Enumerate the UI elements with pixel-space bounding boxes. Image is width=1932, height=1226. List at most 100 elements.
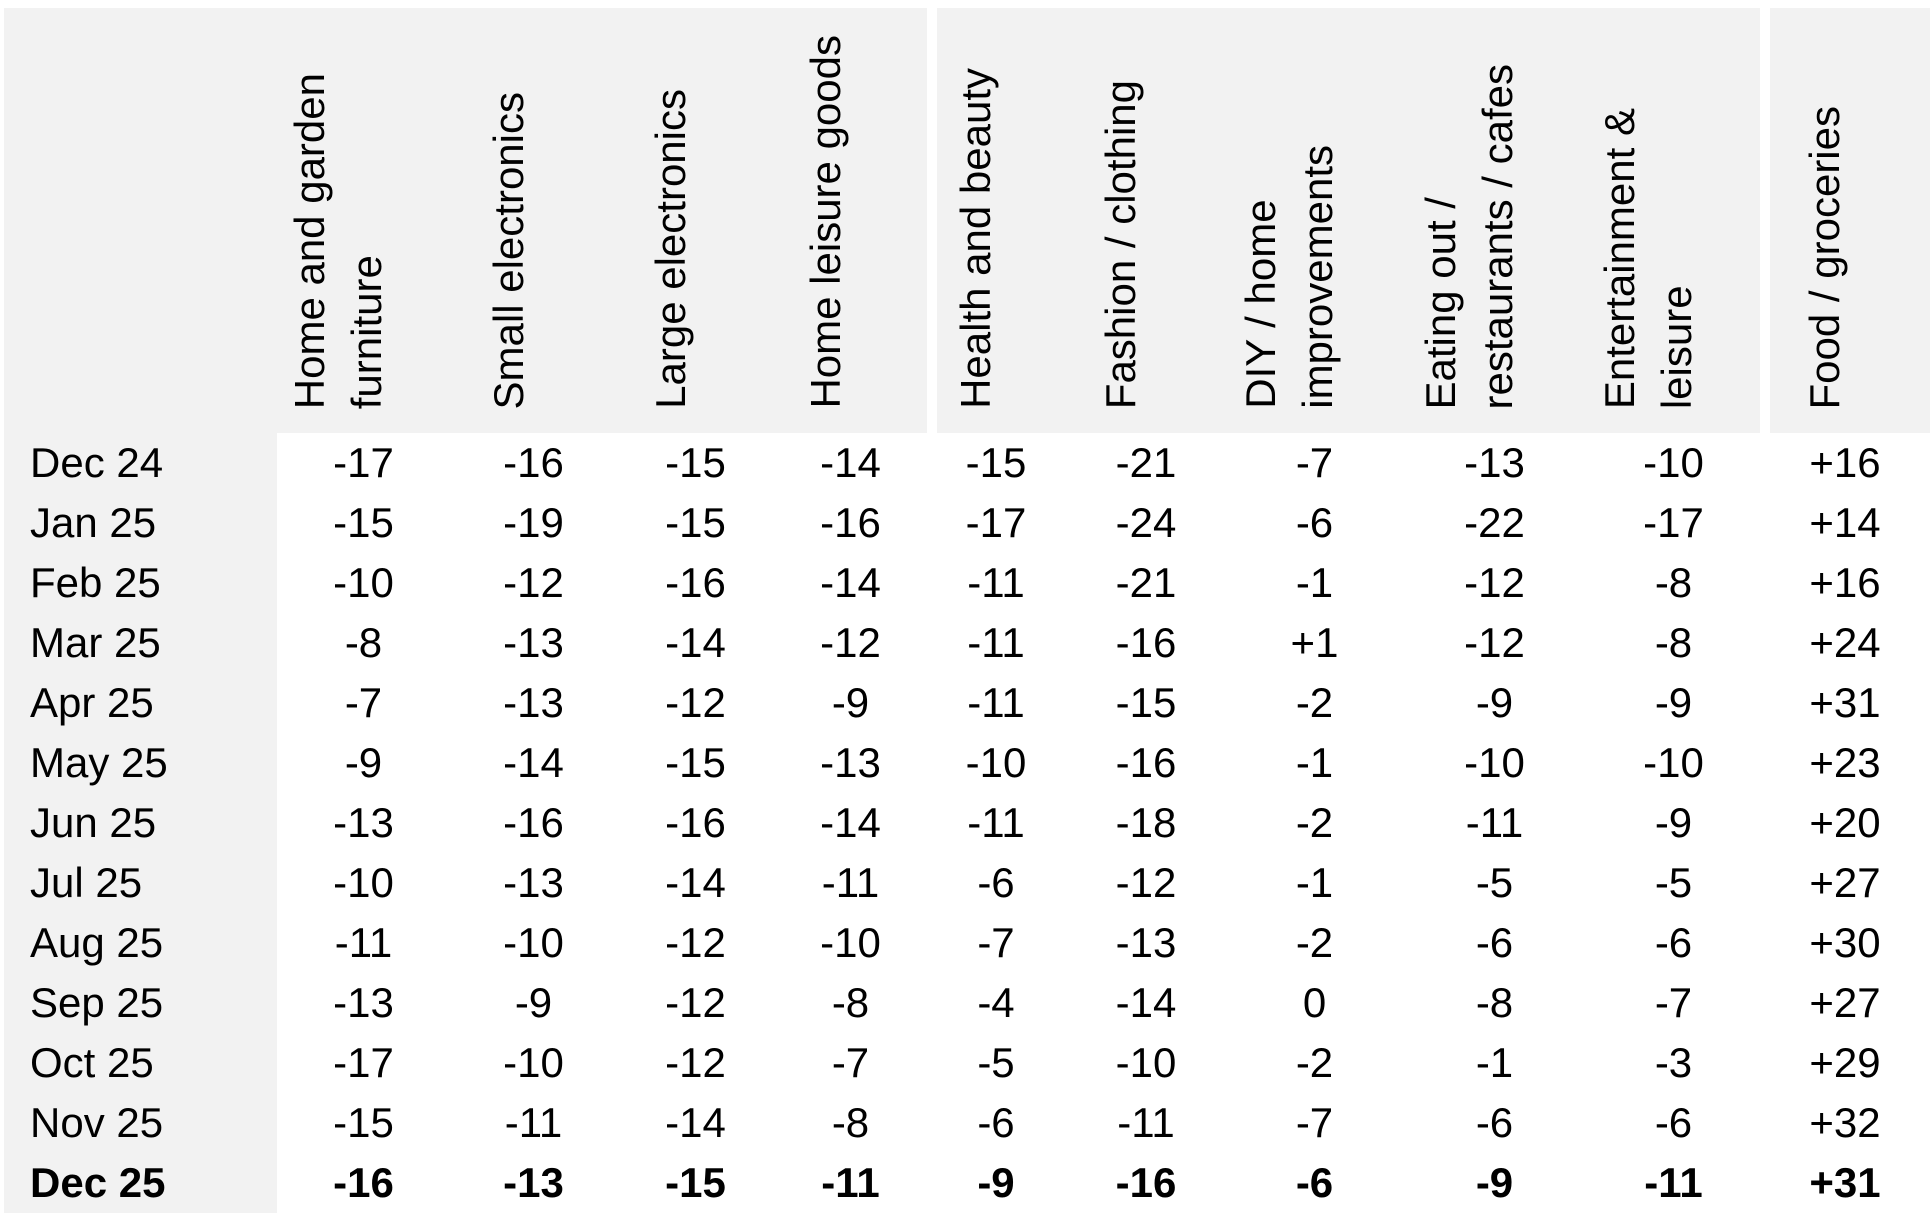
table-cell: -6 xyxy=(1587,1093,1760,1153)
table-cell: -11 xyxy=(277,913,450,973)
column-header: Home leisure goods xyxy=(774,8,927,433)
table-cell: -13 xyxy=(450,613,617,673)
row-label: Feb 25 xyxy=(4,553,277,613)
table-cell: -13 xyxy=(450,673,617,733)
column-header-label: Eating out / restaurants / cafes xyxy=(1417,63,1522,410)
table-cell: +29 xyxy=(1760,1033,1930,1093)
table-cell: -13 xyxy=(277,973,450,1033)
row-label: Aug 25 xyxy=(4,913,277,973)
table-cell: 0 xyxy=(1227,973,1402,1033)
table-cell: -10 xyxy=(1587,433,1760,493)
table-cell: +27 xyxy=(1760,973,1930,1033)
table-cell: -11 xyxy=(927,553,1065,613)
column-header-label: Food / groceries xyxy=(1801,105,1849,409)
table-cell: -15 xyxy=(927,433,1065,493)
table-cell: -10 xyxy=(927,733,1065,793)
table-cell: -6 xyxy=(1587,913,1760,973)
table-cell: -12 xyxy=(1402,613,1587,673)
column-header-label: Health and beauty xyxy=(952,68,1000,409)
table-cell: -18 xyxy=(1065,793,1227,853)
column-header: Small electronics xyxy=(450,8,617,433)
table-cell: -11 xyxy=(927,613,1065,673)
table-cell: -11 xyxy=(927,793,1065,853)
table-cell: -7 xyxy=(1587,973,1760,1033)
table-cell: -6 xyxy=(1402,1093,1587,1153)
table-cell: -21 xyxy=(1065,553,1227,613)
table-cell: -14 xyxy=(774,793,927,853)
column-header-label: Fashion / clothing xyxy=(1097,79,1145,409)
column-header-label: Entertainment & leisure xyxy=(1596,107,1701,409)
table-cell: +23 xyxy=(1760,733,1930,793)
table-cell: -9 xyxy=(277,733,450,793)
table-cell: -11 xyxy=(774,1153,927,1213)
table-cell: -9 xyxy=(1587,673,1760,733)
table-cell: -12 xyxy=(450,553,617,613)
table-cell: -10 xyxy=(277,553,450,613)
table-cell: -6 xyxy=(1227,1153,1402,1213)
table-cell: -15 xyxy=(617,733,774,793)
table-cell: -17 xyxy=(277,1033,450,1093)
row-label: Dec 24 xyxy=(4,433,277,493)
column-header: Large electronics xyxy=(617,8,774,433)
table-cell: -11 xyxy=(1065,1093,1227,1153)
table-cell: +27 xyxy=(1760,853,1930,913)
table-cell: +16 xyxy=(1760,433,1930,493)
table-cell: -14 xyxy=(617,853,774,913)
table-cell: +20 xyxy=(1760,793,1930,853)
row-label: May 25 xyxy=(4,733,277,793)
table-cell: -10 xyxy=(1065,1033,1227,1093)
table-cell: -6 xyxy=(927,853,1065,913)
table-cell: -7 xyxy=(1227,433,1402,493)
data-grid: Home and garden furniture Small electroni… xyxy=(4,8,1930,1213)
column-header-label: Home and garden furniture xyxy=(286,72,391,409)
table-cell: -12 xyxy=(617,913,774,973)
table-cell: -16 xyxy=(1065,733,1227,793)
table-cell: -2 xyxy=(1227,913,1402,973)
column-header: Food / groceries xyxy=(1760,8,1930,433)
table-cell: -16 xyxy=(450,433,617,493)
table-cell: +32 xyxy=(1760,1093,1930,1153)
table-cell: +24 xyxy=(1760,613,1930,673)
table-cell: -15 xyxy=(617,433,774,493)
table-cell: -9 xyxy=(1402,1153,1587,1213)
table-cell: -14 xyxy=(450,733,617,793)
row-label: Apr 25 xyxy=(4,673,277,733)
table-cell: -16 xyxy=(1065,613,1227,673)
table-cell: -7 xyxy=(927,913,1065,973)
table-cell: -1 xyxy=(1402,1033,1587,1093)
table-cell: -8 xyxy=(774,973,927,1033)
table-cell: -10 xyxy=(1587,733,1760,793)
table-cell: -11 xyxy=(1587,1153,1760,1213)
table-cell: +31 xyxy=(1760,673,1930,733)
column-header: Fashion / clothing xyxy=(1065,8,1227,433)
table-cell: -14 xyxy=(774,553,927,613)
table-cell: -10 xyxy=(450,1033,617,1093)
table-cell: -15 xyxy=(277,1093,450,1153)
table-cell: -2 xyxy=(1227,673,1402,733)
table-cell: -10 xyxy=(277,853,450,913)
table-cell: -8 xyxy=(1587,613,1760,673)
table-cell: -12 xyxy=(774,613,927,673)
column-header-label: Small electronics xyxy=(484,91,532,409)
table-cell: -11 xyxy=(1402,793,1587,853)
table-cell: -6 xyxy=(1402,913,1587,973)
table-cell: -16 xyxy=(277,1153,450,1213)
table-cell: -22 xyxy=(1402,493,1587,553)
table-cell: -14 xyxy=(617,613,774,673)
table-cell: -17 xyxy=(927,493,1065,553)
row-label: Oct 25 xyxy=(4,1033,277,1093)
table-cell: -24 xyxy=(1065,493,1227,553)
table-cell: -13 xyxy=(774,733,927,793)
row-label: Jun 25 xyxy=(4,793,277,853)
table-cell: -13 xyxy=(277,793,450,853)
row-label: Dec 25 xyxy=(4,1153,277,1213)
table-cell: -13 xyxy=(450,853,617,913)
column-header: Eating out / restaurants / cafes xyxy=(1402,8,1587,433)
table-cell: -8 xyxy=(1587,553,1760,613)
column-header-label: DIY / home improvements xyxy=(1237,145,1342,409)
column-header: Entertainment & leisure xyxy=(1587,8,1760,433)
row-label: Jul 25 xyxy=(4,853,277,913)
table-cell: -9 xyxy=(1402,673,1587,733)
table-cell: -12 xyxy=(617,973,774,1033)
